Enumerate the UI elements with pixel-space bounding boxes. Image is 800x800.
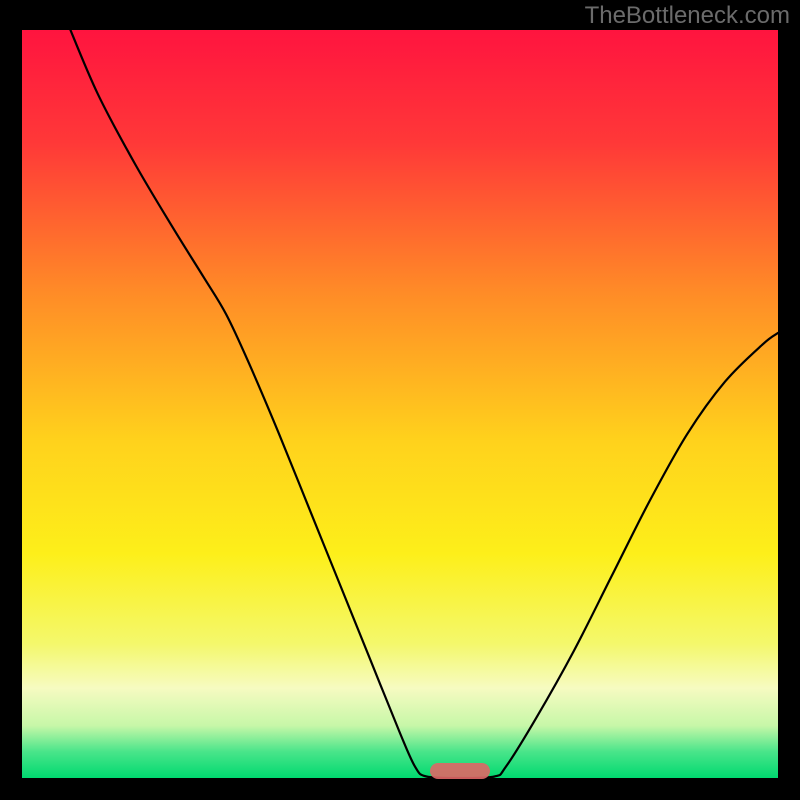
bottleneck-marker [430,763,490,779]
watermark-text: TheBottleneck.com [585,2,790,30]
bottleneck-curve [67,30,778,778]
chart-svg [22,30,778,778]
plot-area [22,30,778,778]
chart-frame: TheBottleneck.com [0,0,800,800]
